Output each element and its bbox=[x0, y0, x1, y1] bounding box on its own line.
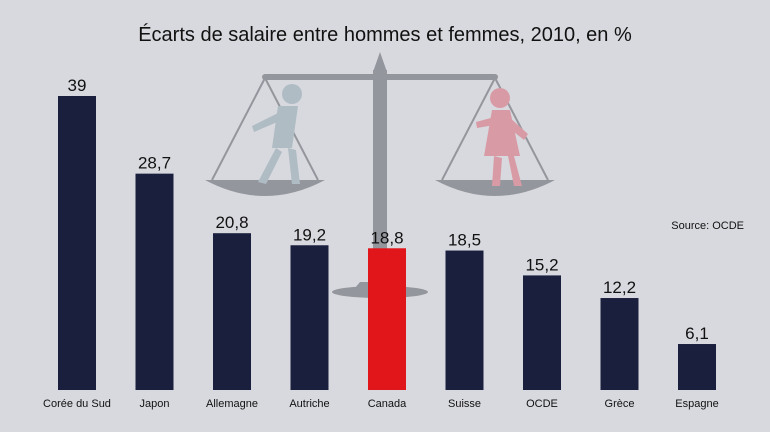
category-label: Suisse bbox=[448, 398, 481, 410]
bar-value-label: 15,2 bbox=[525, 255, 558, 274]
bar-value-label: 28,7 bbox=[138, 154, 171, 173]
bar-value-label: 19,2 bbox=[293, 225, 326, 244]
category-label: Allemagne bbox=[206, 398, 258, 410]
category-label: Espagne bbox=[675, 398, 718, 410]
bar-4 bbox=[368, 248, 406, 390]
bar-value-label: 12,2 bbox=[603, 278, 636, 297]
bar-value-label: 18,8 bbox=[370, 228, 403, 247]
category-label: Japon bbox=[140, 398, 170, 410]
bar-2 bbox=[213, 233, 251, 390]
balance-scale-icon bbox=[205, 52, 555, 298]
category-label: Corée du Sud bbox=[43, 398, 111, 410]
bar-8 bbox=[678, 344, 716, 390]
bar-value-label: 20,8 bbox=[215, 213, 248, 232]
bars-group: 39 Corée du Sud 28,7 Japon 20,8 Allemagne 19,2… bbox=[43, 76, 719, 410]
bar-value-label: 39 bbox=[68, 76, 87, 95]
category-label: Canada bbox=[368, 398, 407, 410]
bar-0 bbox=[58, 96, 96, 390]
chart-title: Écarts de salaire entre hommes et femmes… bbox=[138, 23, 632, 46]
bar-5 bbox=[445, 250, 484, 390]
category-label: Grèce bbox=[605, 398, 635, 410]
bar-7 bbox=[600, 298, 639, 390]
category-label: Autriche bbox=[289, 398, 329, 410]
bar-3 bbox=[290, 245, 329, 390]
bar-6 bbox=[523, 275, 561, 390]
bar-value-label: 6,1 bbox=[685, 324, 709, 343]
category-label: OCDE bbox=[526, 398, 558, 410]
bar-1 bbox=[135, 173, 174, 390]
source-note: Source: OCDE bbox=[671, 220, 744, 232]
bar-value-label: 18,5 bbox=[448, 231, 481, 250]
